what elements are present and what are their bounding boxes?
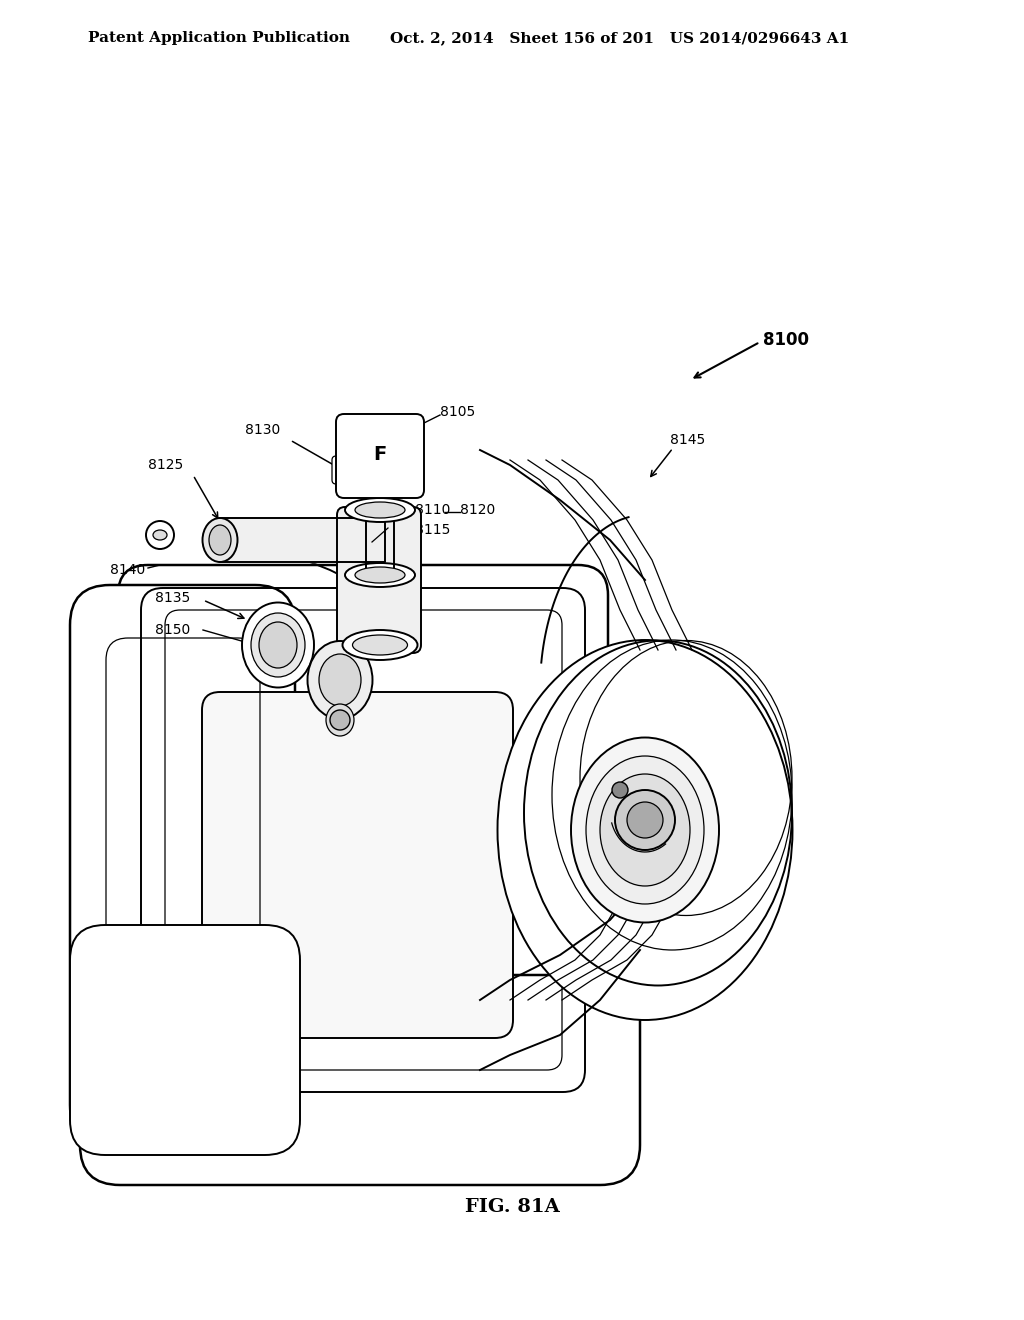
Text: 8110: 8110 xyxy=(415,503,451,517)
Circle shape xyxy=(615,789,675,850)
Text: 8100: 8100 xyxy=(763,331,809,348)
Ellipse shape xyxy=(209,525,231,554)
FancyBboxPatch shape xyxy=(337,507,421,653)
Text: 8130: 8130 xyxy=(245,422,281,437)
Text: 8145: 8145 xyxy=(670,433,706,447)
FancyBboxPatch shape xyxy=(80,975,640,1185)
Circle shape xyxy=(146,521,174,549)
Ellipse shape xyxy=(251,612,305,677)
FancyBboxPatch shape xyxy=(70,585,295,1144)
Ellipse shape xyxy=(498,640,793,1020)
Text: 8105: 8105 xyxy=(440,405,475,418)
Text: 8140: 8140 xyxy=(110,564,145,577)
FancyBboxPatch shape xyxy=(202,692,513,1038)
Text: Oct. 2, 2014   Sheet 156 of 201   US 2014/0296643 A1: Oct. 2, 2014 Sheet 156 of 201 US 2014/02… xyxy=(390,30,850,45)
Ellipse shape xyxy=(307,642,373,719)
FancyBboxPatch shape xyxy=(332,455,360,484)
Ellipse shape xyxy=(355,568,406,583)
Ellipse shape xyxy=(342,630,418,660)
Ellipse shape xyxy=(352,635,408,655)
Ellipse shape xyxy=(600,774,690,886)
Text: 8115: 8115 xyxy=(415,523,451,537)
Ellipse shape xyxy=(355,502,406,517)
Text: 8125: 8125 xyxy=(148,458,183,473)
Ellipse shape xyxy=(345,564,415,587)
Ellipse shape xyxy=(326,704,354,737)
Text: 8135: 8135 xyxy=(155,591,190,605)
FancyBboxPatch shape xyxy=(70,925,300,1155)
Polygon shape xyxy=(220,517,385,562)
Circle shape xyxy=(627,803,663,838)
Text: 8120: 8120 xyxy=(460,503,496,517)
Ellipse shape xyxy=(319,653,361,706)
FancyBboxPatch shape xyxy=(336,414,424,498)
FancyBboxPatch shape xyxy=(118,565,608,1115)
Ellipse shape xyxy=(242,602,314,688)
Text: Patent Application Publication: Patent Application Publication xyxy=(88,30,350,45)
Ellipse shape xyxy=(153,531,167,540)
Text: F: F xyxy=(374,446,387,465)
Text: FIG. 81A: FIG. 81A xyxy=(465,1199,559,1216)
Circle shape xyxy=(612,781,628,799)
Ellipse shape xyxy=(259,622,297,668)
Circle shape xyxy=(330,710,350,730)
Polygon shape xyxy=(366,510,394,576)
Ellipse shape xyxy=(586,756,705,904)
Text: 8150: 8150 xyxy=(155,623,190,638)
Ellipse shape xyxy=(203,517,238,562)
Ellipse shape xyxy=(571,738,719,923)
Ellipse shape xyxy=(345,498,415,521)
